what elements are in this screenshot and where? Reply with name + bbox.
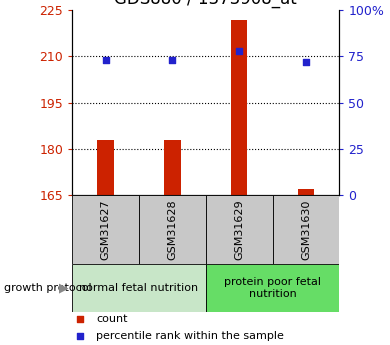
- Bar: [139, 195, 206, 264]
- Bar: [298, 189, 314, 195]
- Title: GDS880 / 1373908_at: GDS880 / 1373908_at: [114, 0, 297, 8]
- Text: count: count: [96, 314, 128, 324]
- Text: GSM31629: GSM31629: [234, 199, 244, 260]
- Text: GSM31630: GSM31630: [301, 199, 311, 260]
- Bar: [231, 20, 248, 195]
- Point: [169, 57, 176, 63]
- Point: [77, 317, 83, 322]
- Text: GSM31627: GSM31627: [101, 199, 110, 260]
- Text: ▶: ▶: [58, 282, 68, 295]
- Text: normal fetal nutrition: normal fetal nutrition: [80, 283, 199, 293]
- Point: [77, 333, 83, 338]
- Point: [103, 57, 109, 63]
- Bar: [206, 264, 339, 312]
- Bar: [97, 139, 114, 195]
- Bar: [72, 195, 139, 264]
- Text: percentile rank within the sample: percentile rank within the sample: [96, 331, 284, 341]
- Text: growth protocol: growth protocol: [4, 283, 92, 293]
- Bar: [273, 195, 339, 264]
- Bar: [206, 195, 273, 264]
- Text: protein poor fetal
nutrition: protein poor fetal nutrition: [224, 277, 321, 299]
- Text: GSM31628: GSM31628: [167, 199, 177, 260]
- Bar: [72, 264, 206, 312]
- Point: [236, 48, 242, 54]
- Point: [303, 59, 309, 65]
- Bar: [164, 139, 181, 195]
